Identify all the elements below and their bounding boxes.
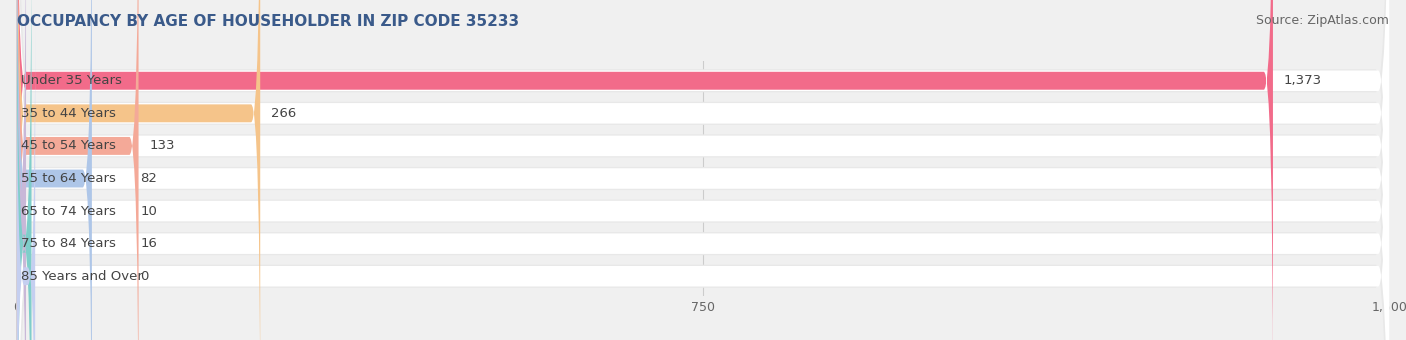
Text: 0: 0 — [141, 270, 149, 283]
Text: 133: 133 — [149, 139, 174, 152]
FancyBboxPatch shape — [17, 0, 1389, 340]
Text: 16: 16 — [141, 237, 157, 250]
FancyBboxPatch shape — [17, 0, 260, 340]
FancyBboxPatch shape — [17, 0, 1389, 340]
Text: 75 to 84 Years: 75 to 84 Years — [21, 237, 117, 250]
FancyBboxPatch shape — [17, 0, 1389, 340]
FancyBboxPatch shape — [17, 0, 1389, 340]
FancyBboxPatch shape — [17, 0, 1272, 340]
FancyBboxPatch shape — [17, 0, 27, 340]
FancyBboxPatch shape — [17, 24, 35, 340]
FancyBboxPatch shape — [17, 0, 1389, 340]
FancyBboxPatch shape — [17, 0, 31, 340]
Text: 266: 266 — [271, 107, 297, 120]
FancyBboxPatch shape — [17, 0, 139, 340]
Text: 45 to 54 Years: 45 to 54 Years — [21, 139, 117, 152]
Text: 82: 82 — [141, 172, 157, 185]
FancyBboxPatch shape — [17, 0, 1389, 340]
FancyBboxPatch shape — [17, 0, 1389, 340]
FancyBboxPatch shape — [17, 0, 1389, 340]
FancyBboxPatch shape — [17, 0, 1389, 340]
FancyBboxPatch shape — [17, 0, 1389, 340]
FancyBboxPatch shape — [17, 0, 1389, 340]
Text: 10: 10 — [141, 205, 157, 218]
FancyBboxPatch shape — [17, 0, 1389, 340]
Text: Source: ZipAtlas.com: Source: ZipAtlas.com — [1256, 14, 1389, 27]
Text: 1,373: 1,373 — [1284, 74, 1322, 87]
FancyBboxPatch shape — [17, 0, 1389, 340]
Text: 35 to 44 Years: 35 to 44 Years — [21, 107, 117, 120]
Text: 65 to 74 Years: 65 to 74 Years — [21, 205, 117, 218]
Text: Under 35 Years: Under 35 Years — [21, 74, 122, 87]
FancyBboxPatch shape — [17, 0, 1389, 340]
Text: 55 to 64 Years: 55 to 64 Years — [21, 172, 117, 185]
FancyBboxPatch shape — [17, 0, 91, 340]
Text: OCCUPANCY BY AGE OF HOUSEHOLDER IN ZIP CODE 35233: OCCUPANCY BY AGE OF HOUSEHOLDER IN ZIP C… — [17, 14, 519, 29]
Text: 85 Years and Over: 85 Years and Over — [21, 270, 143, 283]
